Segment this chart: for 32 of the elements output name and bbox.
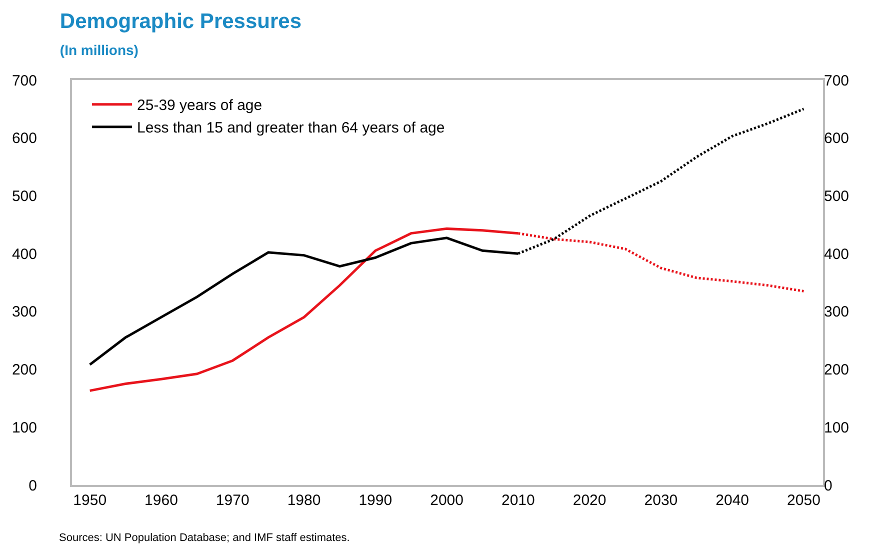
chart-subtitle: (In millions) (60, 42, 138, 58)
y2-tick-label: 400 (824, 246, 850, 263)
y2-tick-label: 600 (824, 130, 850, 148)
y-tick-label: 200 (12, 362, 37, 379)
x-tick-label: 2030 (644, 492, 678, 509)
legend-label: Less than 15 and greater than 64 years of age (137, 120, 445, 137)
y2-tick-label: 500 (824, 188, 850, 205)
x-tick-label: 2000 (430, 492, 464, 509)
y2-tick-label: 200 (824, 362, 850, 379)
legend-label: 25-39 years of age (137, 97, 262, 114)
y2-tick-label: 700 (824, 72, 850, 90)
y-tick-label: 0 (28, 477, 37, 494)
y-tick-label: 600 (12, 130, 37, 148)
x-tick-label: 2010 (501, 492, 535, 509)
x-tick-label: 2050 (787, 492, 820, 509)
y-tick-label: 500 (12, 188, 37, 205)
x-tick-label: 1990 (358, 492, 392, 509)
y-tick-label: 300 (12, 304, 37, 321)
y2-tick-label: 300 (824, 304, 850, 321)
x-tick-label: 1960 (144, 492, 178, 509)
y2-tick-label: 100 (824, 419, 850, 436)
chart-title: Demographic Pressures (60, 10, 302, 33)
x-tick-label: 1970 (216, 492, 250, 509)
y-tick-label: 100 (12, 419, 37, 436)
y-tick-label: 700 (12, 72, 37, 90)
y2-tick-label: 0 (824, 477, 832, 494)
x-tick-label: 2020 (572, 492, 606, 509)
source-note: Sources: UN Population Database; and IMF staff estimates. (59, 532, 350, 544)
y-tick-label: 400 (12, 246, 37, 263)
x-tick-label: 2040 (716, 492, 750, 509)
x-tick-label: 1950 (73, 492, 107, 509)
x-tick-label: 1980 (287, 492, 321, 509)
